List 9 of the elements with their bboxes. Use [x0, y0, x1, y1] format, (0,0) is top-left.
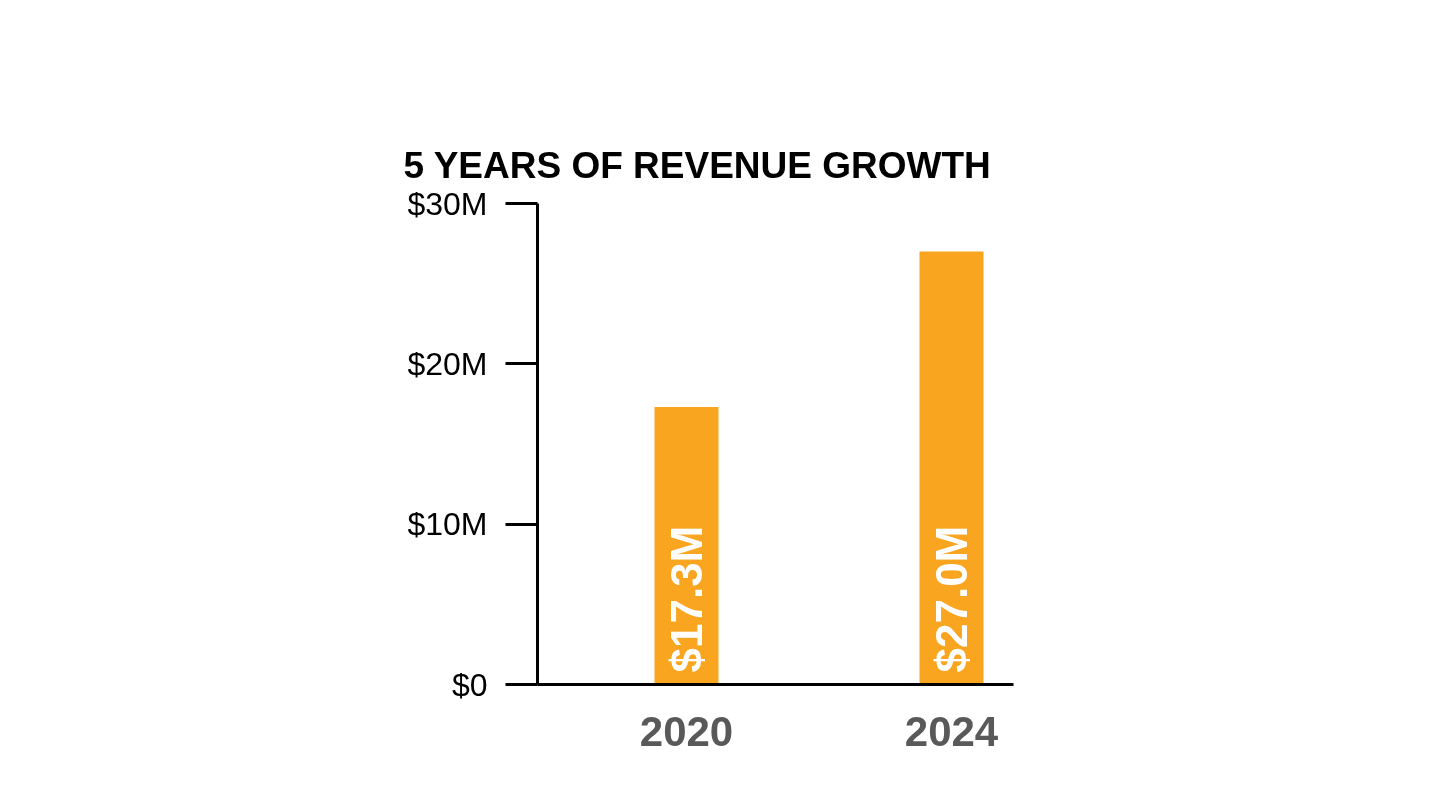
y-tick-label: $10M	[407, 506, 488, 543]
data-label: $27.0M	[927, 525, 976, 673]
chart-title: 5 YEARS OF REVENUE GROWTH	[403, 144, 991, 186]
x-tick-label: 2020	[639, 707, 734, 755]
data-label: $17.3M	[662, 525, 711, 673]
y-tick-label: $20M	[407, 345, 488, 382]
x-tick-label: 2024	[904, 707, 999, 755]
y-tick-label: $0	[451, 666, 488, 703]
y-tick-label: $30M	[407, 185, 488, 222]
